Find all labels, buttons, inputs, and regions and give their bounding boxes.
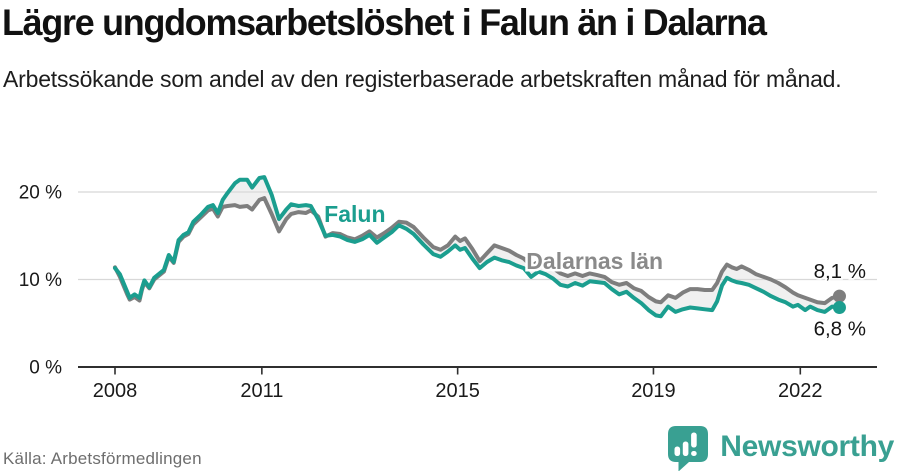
x-axis-label: 2015: [435, 380, 480, 402]
y-axis-label: 20 %: [19, 183, 62, 204]
page-subtitle: Arbetssökande som andel av den registerb…: [3, 66, 842, 92]
chart-area: 0 % 10 % 20 % 2008 2011 2015 2019 2022 Dalarnas …: [0, 150, 900, 411]
y-axis-label: 0 %: [29, 358, 62, 379]
dalarna-line: [113, 196, 842, 306]
newsworthy-logo-icon: [668, 425, 709, 471]
dalarna-end-dot: [832, 289, 846, 303]
x-axis-label: 2022: [778, 380, 823, 402]
falun-end-value-label: 6,8 %: [814, 318, 866, 341]
dalarna-end-value-label: 8,1 %: [814, 260, 866, 283]
falun-end-dot: [832, 301, 846, 314]
x-axis-label: 2011: [240, 380, 283, 402]
page-title: Lägre ungdomsarbetslöshet i Falun än i D…: [2, 2, 767, 43]
falun-series-label: Falun: [324, 201, 385, 227]
x-axis-label: 2019: [631, 380, 676, 402]
falun-line: [113, 175, 842, 319]
source-note: Källa: Arbetsförmedlingen: [3, 449, 202, 468]
dalarna-series-label: Dalarnas län: [526, 248, 663, 274]
newsworthy-logo-text: Newsworthy: [720, 430, 894, 463]
y-axis-label: 10 %: [19, 270, 62, 291]
newsworthy-logo: Newsworthy: [664, 423, 894, 471]
unemployment-line-chart: 0 % 10 % 20 % 2008 2011 2015 2019 2022 Dalarnas …: [19, 175, 877, 402]
x-axis-label: 2008: [93, 380, 138, 402]
